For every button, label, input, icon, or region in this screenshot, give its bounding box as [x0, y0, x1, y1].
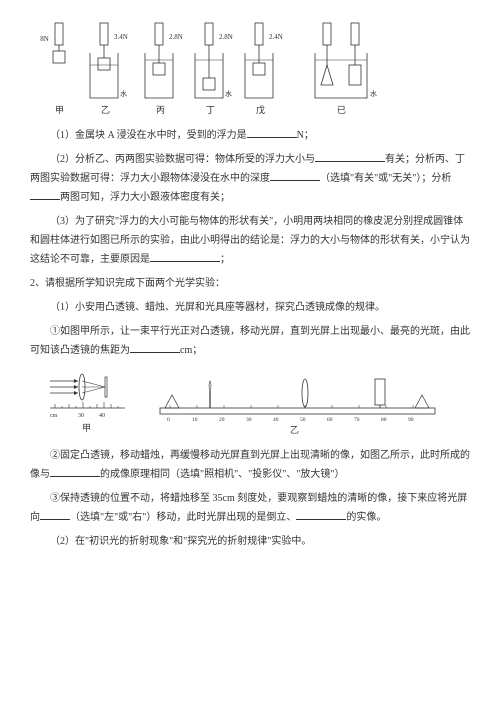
sub3c: 的实像。	[346, 512, 386, 523]
q3-t2: ；	[220, 254, 230, 265]
svg-text:50: 50	[300, 417, 306, 423]
q-main2-sub2: ②固定凸透镜，移动蜡烛，再缓慢移动光屏直到光屏上出现清晰的像，如图乙所示，此时所…	[30, 446, 470, 484]
q2-t3: （选填"有关"或"无关"）；分析	[320, 173, 451, 184]
svg-text:10: 10	[192, 417, 198, 423]
q-main2-sub1: ①如图甲所示，让一束平行光正对凸透镜，移动光屏，直到光屏上出现最小、最亮的光斑，…	[30, 322, 470, 360]
blank-sub3a	[40, 508, 70, 520]
sub1b: cm；	[180, 345, 202, 356]
q3-t1: （3）为了研究"浮力的大小可能与物体的形状有关"，小明用两块相同的橡皮泥分别捏成…	[30, 216, 470, 265]
spring-scale-diagram: 4.8N 甲 3.4N 水 乙 2.8N 丙 2.8N 水 丁	[40, 21, 470, 116]
svg-text:40: 40	[99, 413, 105, 419]
svg-text:30: 30	[78, 413, 84, 419]
svg-text:90: 90	[408, 417, 414, 423]
svg-text:水: 水	[225, 89, 232, 98]
svg-text:30: 30	[246, 417, 252, 423]
svg-text:水: 水	[120, 89, 127, 98]
blank-q2a	[315, 150, 385, 162]
svg-text:40: 40	[273, 417, 279, 423]
svg-text:乙: 乙	[290, 425, 299, 435]
svg-text:戊: 戊	[256, 104, 265, 115]
q1-t2: N；	[297, 130, 314, 141]
q2-t1: （2）分析乙、丙两图实验数据可得：物体所受的浮力大小与	[50, 154, 315, 165]
svg-text:2.8N: 2.8N	[219, 33, 233, 41]
blank-q1	[247, 126, 297, 138]
sub2b: 的成像原理相同（选填"照相机"、"投影仪"、"放大镜"）	[100, 469, 345, 480]
svg-text:80: 80	[381, 417, 387, 423]
svg-text:已: 已	[337, 105, 346, 115]
q-main2-sub3: ③保持透镜的位置不动，将蜡烛移至 35cm 刻度处，要观察到蜡烛的清晰的像，接下…	[30, 489, 470, 527]
svg-text:2.4N: 2.4N	[269, 33, 283, 41]
svg-text:乙: 乙	[101, 105, 110, 115]
svg-text:70: 70	[354, 417, 360, 423]
svg-text:3.4N: 3.4N	[114, 33, 128, 41]
q-main2-intro: 2、请根据所学知识完成下面两个光学实验：	[30, 274, 470, 293]
svg-text:甲: 甲	[55, 105, 64, 115]
blank-q2c	[30, 188, 60, 200]
sub3b: （选填"左"或"右"）移动，此时光屏出现的是倒立、	[70, 512, 296, 523]
q1-t1: （1）金属块 A 浸没在水中时，受到的浮力是	[50, 130, 247, 141]
spring-scale-svg: 4.8N 甲 3.4N 水 乙 2.8N 丙 2.8N 水 丁	[40, 21, 420, 116]
svg-text:4.8N: 4.8N	[40, 35, 49, 43]
svg-text:丙: 丙	[156, 105, 165, 115]
sub1a: ①如图甲所示，让一束平行光正对凸透镜，移动光屏，直到光屏上出现最小、最亮的光斑，…	[30, 326, 470, 356]
q-main2-p1: （1）小安用凸透镜、蜡烛、光屏和光具座等器材，探究凸透镜成像的规律。	[30, 298, 470, 317]
q2-t4: 两图可知，浮力大小跟液体密度有关；	[60, 192, 230, 203]
optical-bench-svg: 30 40 cm 甲 0 10 20 30 40 50 60 70 80 90	[50, 368, 450, 438]
svg-text:0: 0	[167, 417, 170, 423]
svg-text:水: 水	[370, 89, 377, 98]
q2-text: （2）分析乙、丙两图实验数据可得：物体所受的浮力大小与有关；分析丙、丁两图实验数…	[30, 150, 470, 207]
svg-text:20: 20	[219, 417, 225, 423]
q-main2-p2: （2）在"初识光的折射现象"和"探究光的折射规律"实验中。	[30, 532, 470, 551]
q1-text: （1）金属块 A 浸没在水中时，受到的浮力是 N；	[30, 126, 470, 145]
svg-text:甲: 甲	[82, 423, 91, 433]
svg-text:丁: 丁	[206, 105, 215, 115]
blank-sub1	[130, 341, 180, 353]
blank-q3	[150, 250, 220, 262]
blank-sub3b	[296, 508, 346, 520]
blank-q2b	[270, 169, 320, 181]
svg-text:2.8N: 2.8N	[169, 33, 183, 41]
svg-text:cm: cm	[50, 413, 58, 419]
svg-text:60: 60	[327, 417, 333, 423]
q3-text: （3）为了研究"浮力的大小可能与物体的形状有关"，小明用两块相同的橡皮泥分别捏成…	[30, 212, 470, 269]
optical-bench-diagram: 30 40 cm 甲 0 10 20 30 40 50 60 70 80 90	[50, 368, 470, 438]
blank-sub2	[50, 465, 100, 477]
